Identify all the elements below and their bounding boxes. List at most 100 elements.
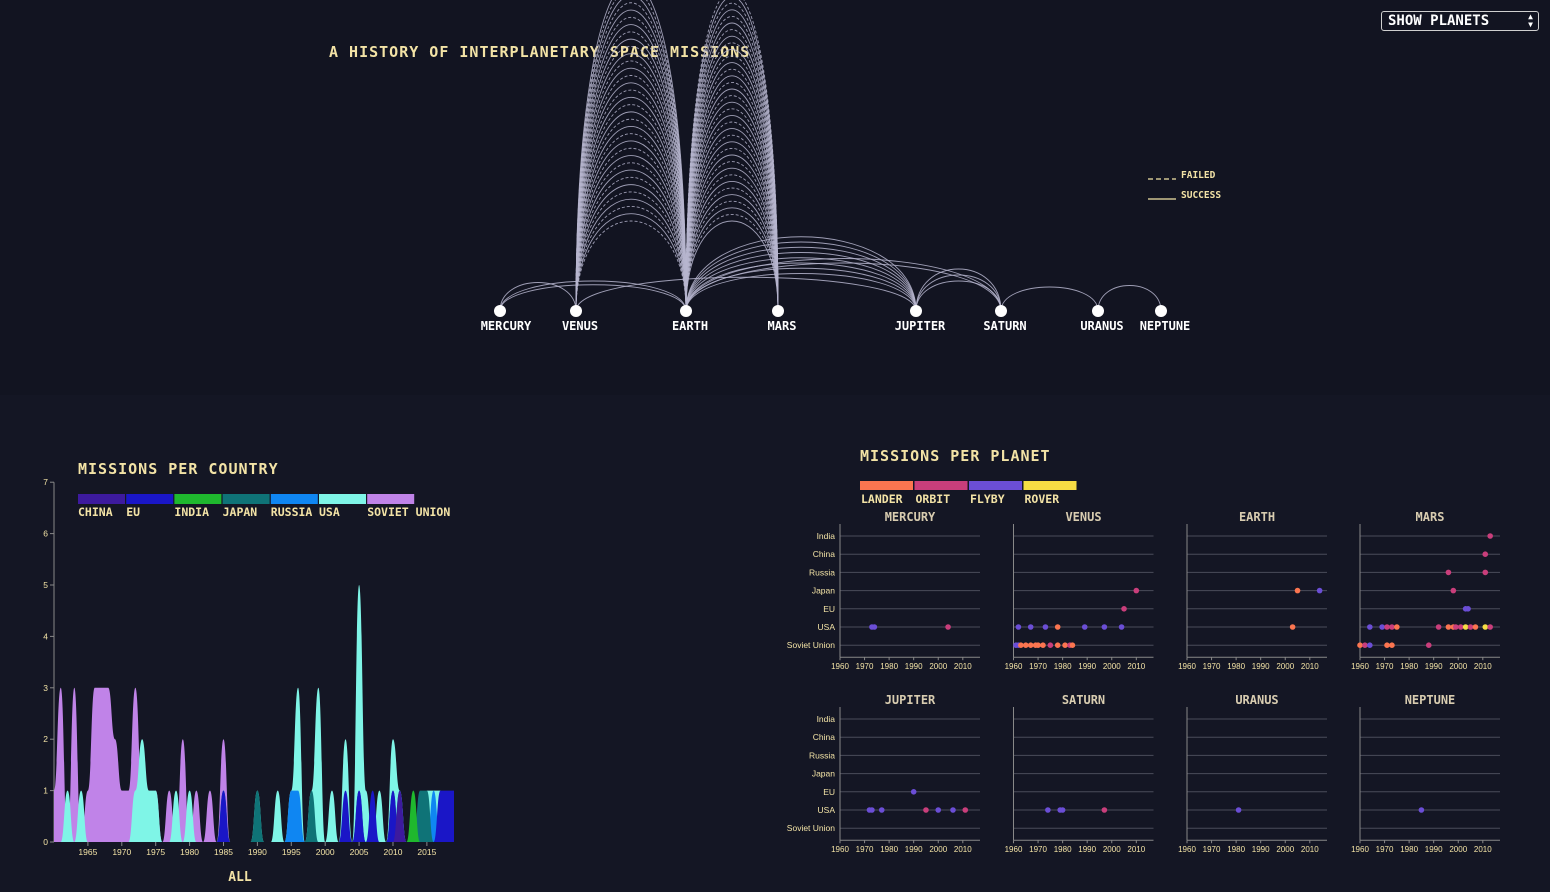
- category-label: Russia: [809, 750, 835, 760]
- x-tick-label: 1960: [1178, 662, 1196, 671]
- x-tick-label: 2010: [1127, 662, 1145, 671]
- x-tick-label: 1960: [1005, 662, 1023, 671]
- legend-label: SOVIET UNION: [367, 505, 450, 519]
- mission-point: [1367, 624, 1373, 630]
- mission-arc: [685, 194, 779, 312]
- mission-arc: [575, 0, 687, 312]
- planet-label: SATURN: [983, 319, 1026, 333]
- area-eu: [54, 790, 454, 842]
- x-tick-label: 2000: [929, 662, 947, 671]
- mission-point: [1394, 624, 1400, 630]
- facet-jupiter: JUPITER India China Russia Japan EU USA Soviet …: [787, 693, 980, 854]
- mission-arc: [499, 280, 687, 312]
- x-tick-label: 1970: [1203, 662, 1221, 671]
- category-label: India: [817, 714, 836, 724]
- mission-point: [1294, 587, 1301, 594]
- facet-title: JUPITER: [885, 693, 936, 707]
- mission-arc: [685, 187, 779, 312]
- mission-arc: [685, 241, 917, 312]
- x-tick-label: 2000: [1276, 845, 1294, 854]
- mission-point: [1047, 642, 1054, 648]
- x-tick-label: 1970: [1029, 662, 1047, 671]
- x-tick-label: 1980: [1054, 662, 1072, 671]
- planet-node: [910, 305, 922, 317]
- mission-arc: [685, 252, 917, 312]
- category-label: China: [813, 549, 835, 559]
- mission-point: [1445, 569, 1452, 576]
- legend-label: INDIA: [174, 505, 209, 519]
- mission-point: [1457, 624, 1464, 630]
- type-legend: LANDER ORBIT FLYBY ROVER: [860, 481, 1077, 506]
- facet-earth: EARTH 1960 1970 1980 1990 2000 2010: [1178, 510, 1327, 671]
- mission-arc: [575, 126, 687, 312]
- planet-label: URANUS: [1080, 319, 1123, 333]
- mission-point: [950, 807, 956, 813]
- mission-arc: [575, 111, 687, 312]
- x-tick-label: 2010: [384, 847, 403, 857]
- mission-point: [962, 807, 969, 813]
- planet-node: [494, 305, 506, 317]
- mission-arc: [685, 181, 779, 312]
- mission-point: [1465, 606, 1471, 612]
- missions-per-country-chart: 0 1 2 3 4 5 6 7 1965 1970 1975 1980 1985 1990 1995 2000…: [43, 477, 454, 885]
- mission-arc: [685, 262, 1002, 312]
- mission-arc: [685, 148, 779, 312]
- mission-point: [910, 789, 917, 795]
- y-tick-label: 6: [43, 529, 48, 539]
- line-legend: FAILED SUCCESS: [1148, 170, 1221, 201]
- category-label: Japan: [812, 769, 835, 779]
- mission-arc: [575, 140, 687, 312]
- country-chart-footer: ALL: [228, 870, 252, 885]
- mission-point: [1133, 587, 1140, 594]
- mission-arc: [575, 155, 687, 312]
- x-tick-label: 1980: [1400, 662, 1418, 671]
- y-tick-label: 0: [43, 837, 48, 847]
- legend-swatch: [860, 481, 913, 490]
- planet-node: [570, 305, 582, 317]
- mission-point: [1389, 624, 1395, 630]
- x-tick-label: 1960: [831, 662, 849, 671]
- view-selector[interactable]: SHOW PLANETS ▲ ▼: [1381, 11, 1539, 31]
- category-label: Soviet Union: [787, 823, 835, 833]
- category-label: China: [813, 732, 835, 742]
- mission-arc: [685, 262, 917, 312]
- legend-label: ORBIT: [916, 492, 951, 506]
- planet-node: [1155, 305, 1167, 317]
- mission-arc: [575, 213, 687, 312]
- category-label: Japan: [812, 586, 835, 596]
- mission-point: [1040, 642, 1046, 648]
- planet-node: [680, 305, 692, 317]
- x-tick-label: 2010: [1301, 662, 1319, 671]
- mission-point: [871, 624, 878, 630]
- category-label: India: [817, 531, 836, 541]
- facet-title: URANUS: [1235, 693, 1278, 707]
- mission-point: [1035, 642, 1041, 648]
- mission-point: [1389, 642, 1395, 648]
- legend-swatch: [270, 494, 318, 504]
- area-india: [54, 790, 454, 842]
- x-tick-label: 1980: [1400, 845, 1418, 854]
- x-tick-label: 1990: [1425, 845, 1443, 854]
- mission-arc: [575, 97, 687, 312]
- mission-point: [1069, 642, 1076, 648]
- x-tick-label: 1970: [1203, 845, 1221, 854]
- mission-point: [1101, 807, 1108, 813]
- mission-arc: [575, 0, 687, 312]
- mission-point: [1450, 587, 1457, 594]
- x-tick-label: 2000: [316, 847, 335, 857]
- mission-arc: [685, 236, 917, 312]
- x-axis: 1965 1970 1975 1980 1985 1990 1995 2000 2005 2010…: [78, 842, 437, 857]
- facet-title: MARS: [1416, 510, 1445, 524]
- y-tick-label: 5: [43, 580, 48, 590]
- category-label: Soviet Union: [787, 640, 835, 650]
- mission-point: [1472, 624, 1479, 630]
- x-tick-label: 1970: [112, 847, 131, 857]
- x-tick-label: 2010: [1474, 845, 1492, 854]
- page-title: A HISTORY OF INTERPLANETARY SPACE MISSIO…: [329, 43, 751, 61]
- mission-arc: [685, 0, 779, 312]
- x-tick-label: 2010: [954, 845, 972, 854]
- x-tick-label: 1990: [905, 662, 923, 671]
- planet-label: MERCURY: [481, 319, 532, 333]
- mission-point: [1384, 642, 1390, 648]
- mission-arc: [575, 2, 687, 312]
